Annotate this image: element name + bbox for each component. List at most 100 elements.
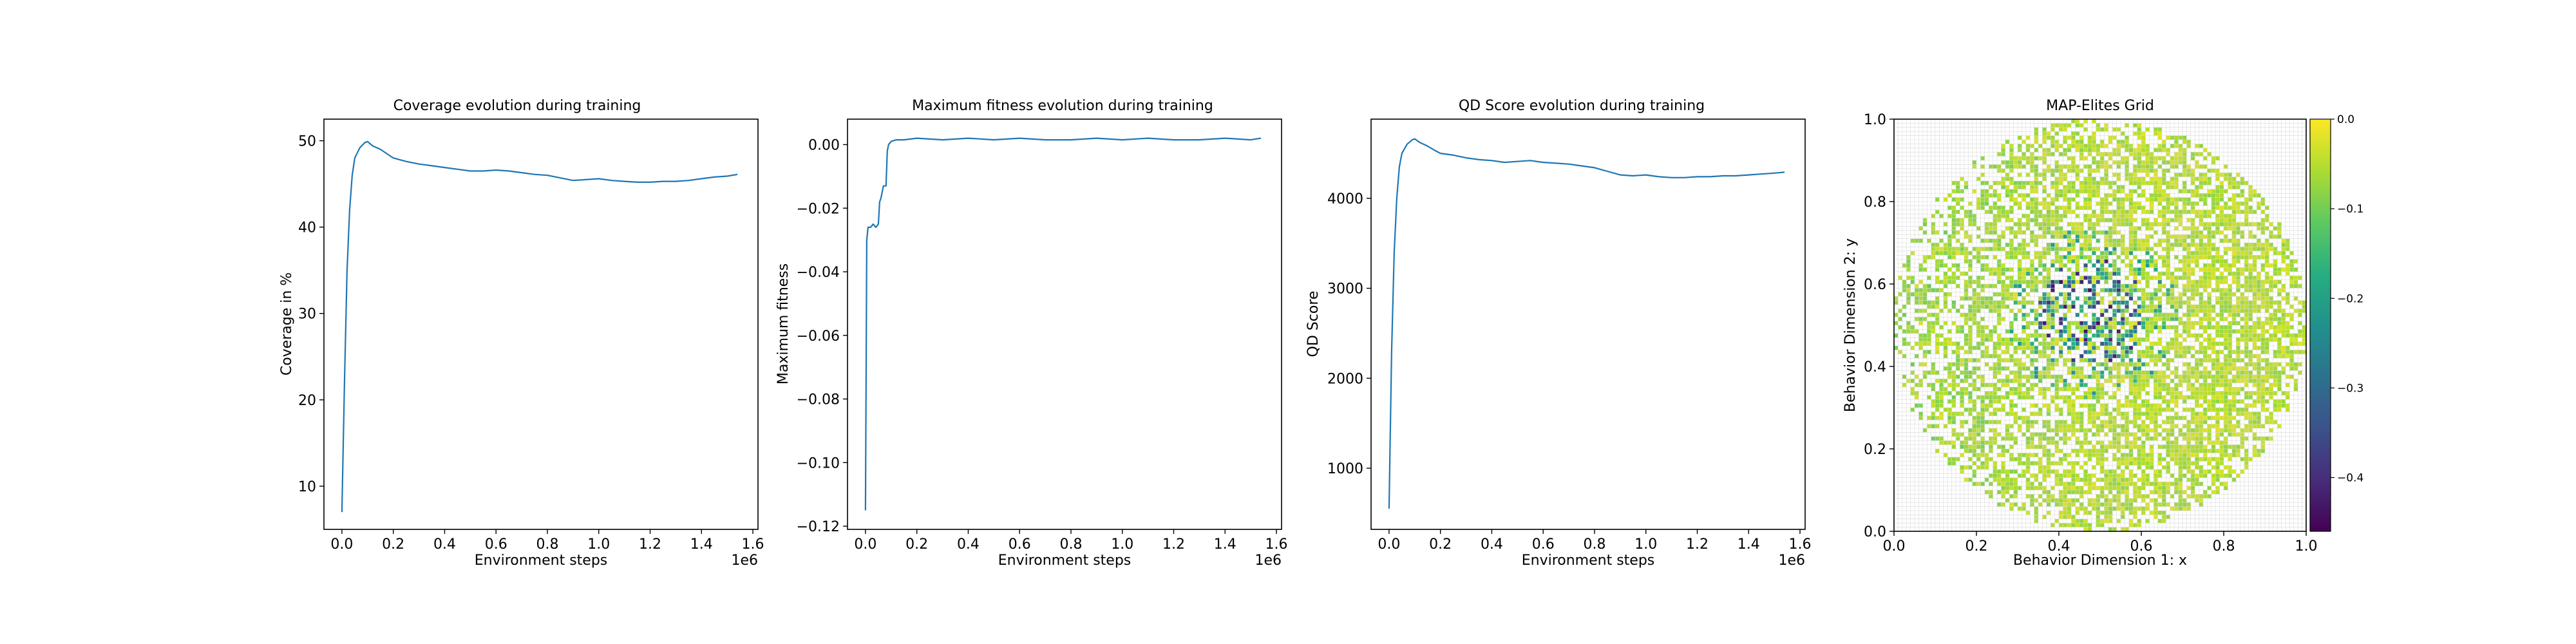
map-elites-cell	[1993, 255, 1997, 260]
map-elites-cell	[1922, 222, 1927, 227]
coverage-y-tick-label: 40	[298, 220, 316, 236]
map-elites-cell	[2166, 317, 2170, 321]
map-elites-cell	[1943, 391, 1948, 395]
map-elites-cell	[2273, 234, 2278, 239]
map-elites-cell	[2178, 333, 2183, 338]
map-elites-cell	[2203, 358, 2208, 363]
map-elites-cell	[2128, 152, 2134, 156]
map-elites-cell	[2186, 288, 2191, 292]
map-elites-cell	[2005, 379, 2010, 383]
map-elites-cell	[2100, 395, 2105, 400]
map-elites-cell	[1993, 354, 1997, 359]
map-elites-cell	[2145, 173, 2150, 177]
map-elites-cell	[2108, 469, 2113, 474]
map-elites-cell	[2050, 123, 2055, 128]
map-elites-cell	[2025, 424, 2031, 428]
map-elites-cell	[2100, 391, 2105, 395]
map-elites-cell	[2248, 308, 2253, 313]
map-elites-cell	[1993, 243, 1997, 247]
map-elites-cell	[2100, 296, 2105, 301]
map-elites-cell	[2211, 399, 2216, 404]
map-elites-cell	[2100, 408, 2105, 412]
map-elites-cell	[2170, 408, 2175, 412]
map-elites-cell	[1993, 412, 1997, 416]
map-elites-cell	[1894, 346, 1899, 350]
map-elites-cell	[2141, 152, 2146, 156]
map-elites-cell	[2170, 379, 2175, 383]
map-elites-cell	[1931, 255, 1935, 260]
map-elites-cell	[2174, 461, 2179, 466]
map-elites-cell	[2025, 284, 2031, 289]
map-elites-cell	[2228, 337, 2232, 342]
map-elites-cell	[2100, 209, 2105, 214]
map-elites-cell	[2183, 346, 2187, 350]
map-elites-cell	[2121, 333, 2125, 338]
map-elites-cell	[1968, 412, 1973, 416]
map-elites-cell	[1968, 383, 1973, 387]
map-elites-cell	[2281, 370, 2286, 375]
map-elites-cell	[1984, 255, 1989, 260]
map-elites-cell	[1964, 337, 1969, 342]
map-elites-cell	[2096, 123, 2100, 128]
map-elites-cell	[2141, 247, 2146, 251]
map-elites-cell	[2067, 243, 2072, 247]
map-elites-cell	[2215, 333, 2220, 338]
map-elites-cell	[2183, 490, 2187, 495]
map-elites-cell	[2183, 197, 2187, 202]
map-elites-cell	[2100, 461, 2105, 466]
map-elites-cell	[2289, 358, 2294, 363]
map-elites-cell	[2244, 350, 2249, 354]
map-elites-cell	[2092, 156, 2096, 160]
map-elites-cell	[2034, 243, 2038, 247]
map-elites-cell	[2050, 152, 2055, 156]
map-elites-cell	[2137, 477, 2141, 482]
map-elites-cell	[2228, 296, 2232, 301]
map-elites-cell	[2195, 399, 2199, 404]
map-elites-cell	[2183, 506, 2187, 511]
map-elites-cell	[2096, 440, 2100, 445]
map-elites-cell	[2286, 255, 2290, 260]
map-elites-cell	[2207, 271, 2211, 276]
map-elites-cell	[2211, 482, 2216, 486]
map-elites-cell	[2224, 276, 2228, 280]
map-elites-cell	[2018, 164, 2022, 169]
map-elites-cell	[2112, 214, 2117, 218]
map-elites-cell	[2092, 222, 2096, 227]
map-elites-cell	[1947, 337, 1952, 342]
map-elites-cell	[1906, 321, 1911, 325]
map-elites-cell	[2125, 457, 2129, 462]
map-elites-cell	[2104, 473, 2108, 478]
map-elites-cell	[2054, 329, 2059, 334]
map-elites-cell	[2050, 140, 2055, 144]
map-elites-cell	[2199, 292, 2203, 297]
map-elites-cell	[2030, 185, 2034, 189]
map-elites-cell	[2260, 387, 2265, 392]
map-elites-cell	[2025, 444, 2031, 449]
map-elites-cell	[2219, 279, 2224, 284]
map-elites-cell	[2265, 300, 2269, 305]
map-elites-cell	[2030, 498, 2034, 503]
map-elites-cell	[2092, 391, 2096, 395]
map-elites-cell	[2092, 251, 2096, 256]
map-elites-cell	[2219, 395, 2224, 400]
map-elites-cell	[2046, 494, 2051, 498]
map-elites-cell	[2116, 271, 2121, 276]
map-elites-cell	[2087, 247, 2092, 251]
map-elites-cell	[1960, 387, 1964, 392]
map-elites-cell	[2133, 412, 2137, 416]
map-elites-cell	[2236, 284, 2240, 289]
map-elites-cell	[2281, 350, 2286, 354]
map-elites-cell	[2112, 135, 2117, 140]
map-elites-cell	[2001, 279, 2005, 284]
map-elites-cell	[2199, 465, 2203, 469]
map-elites-cell	[2149, 449, 2154, 453]
map-elites-cell	[2018, 230, 2022, 235]
map-elites-cell	[2050, 230, 2055, 235]
map-elites-cell	[1997, 305, 2002, 309]
map-elites-cell	[2013, 486, 2018, 490]
map-elites-cell	[2224, 325, 2228, 330]
map-elites-cell	[2096, 453, 2100, 457]
map-elites-cell	[1968, 358, 1973, 363]
map-elites-cell	[2141, 494, 2146, 498]
map-elites-cell	[2046, 168, 2051, 173]
